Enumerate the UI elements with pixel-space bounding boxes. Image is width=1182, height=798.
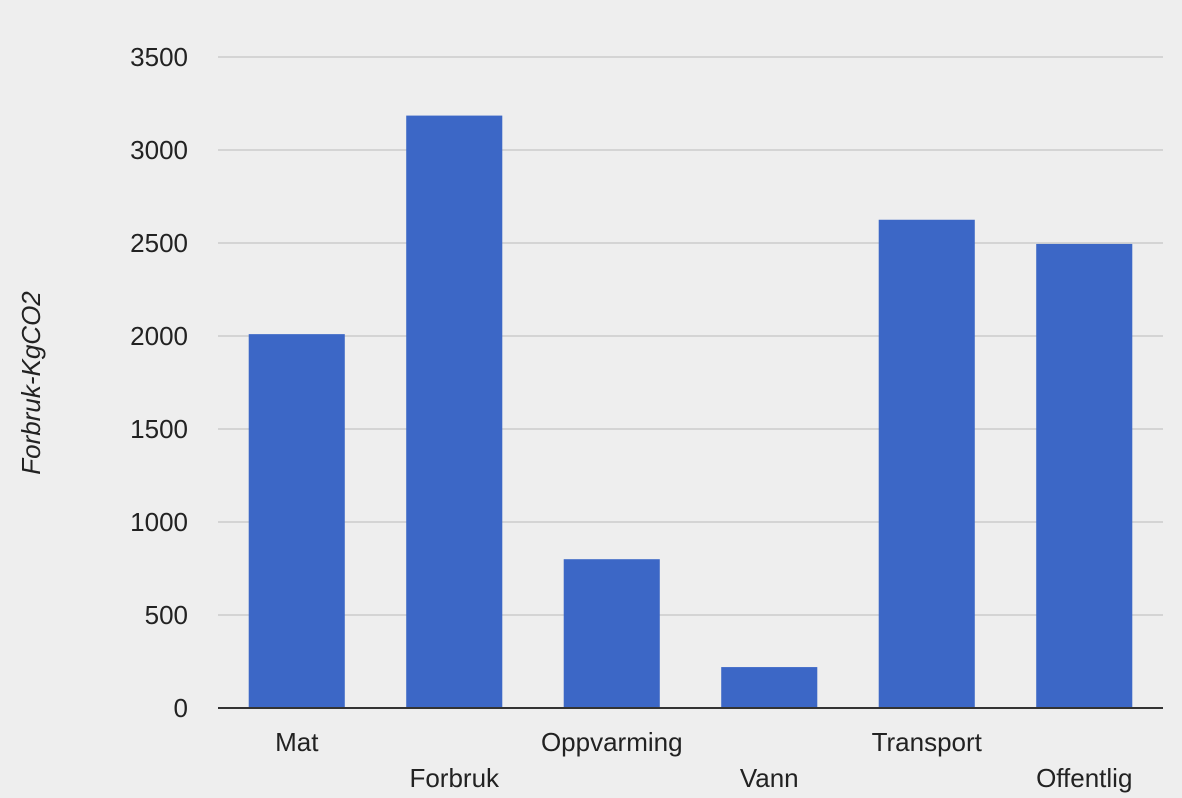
y-axis-ticks: 0 500 1000 1500 2000 2500 3000 3500 (130, 42, 188, 723)
bar-transport (878, 219, 975, 708)
x-tick-label: Transport (872, 727, 983, 757)
bar-vann (721, 667, 818, 708)
y-tick-label: 2500 (130, 228, 188, 258)
y-tick-label: 1500 (130, 414, 188, 444)
bar-oppvarming (563, 559, 660, 708)
bar-offentlig (1036, 243, 1133, 708)
x-tick-label: Oppvarming (541, 727, 683, 757)
x-tick-label: Vann (740, 763, 799, 793)
y-tick-label: 3000 (130, 135, 188, 165)
y-tick-label: 3500 (130, 42, 188, 72)
x-axis-labels: Mat Forbruk Oppvarming Vann Transport Offentl… (275, 727, 1132, 793)
bar-mat (248, 334, 345, 708)
x-tick-label: Mat (275, 727, 319, 757)
y-axis-title: Forbruk-KgCO2 (16, 291, 46, 475)
bars (248, 115, 1133, 709)
y-tick-label: 500 (145, 600, 188, 630)
x-tick-label: Offentlig (1036, 763, 1132, 793)
gridlines (218, 56, 1163, 616)
x-tick-label: Forbruk (409, 763, 500, 793)
y-tick-label: 0 (174, 693, 188, 723)
bar-forbruk (406, 115, 503, 709)
y-tick-label: 1000 (130, 507, 188, 537)
y-tick-label: 2000 (130, 321, 188, 351)
